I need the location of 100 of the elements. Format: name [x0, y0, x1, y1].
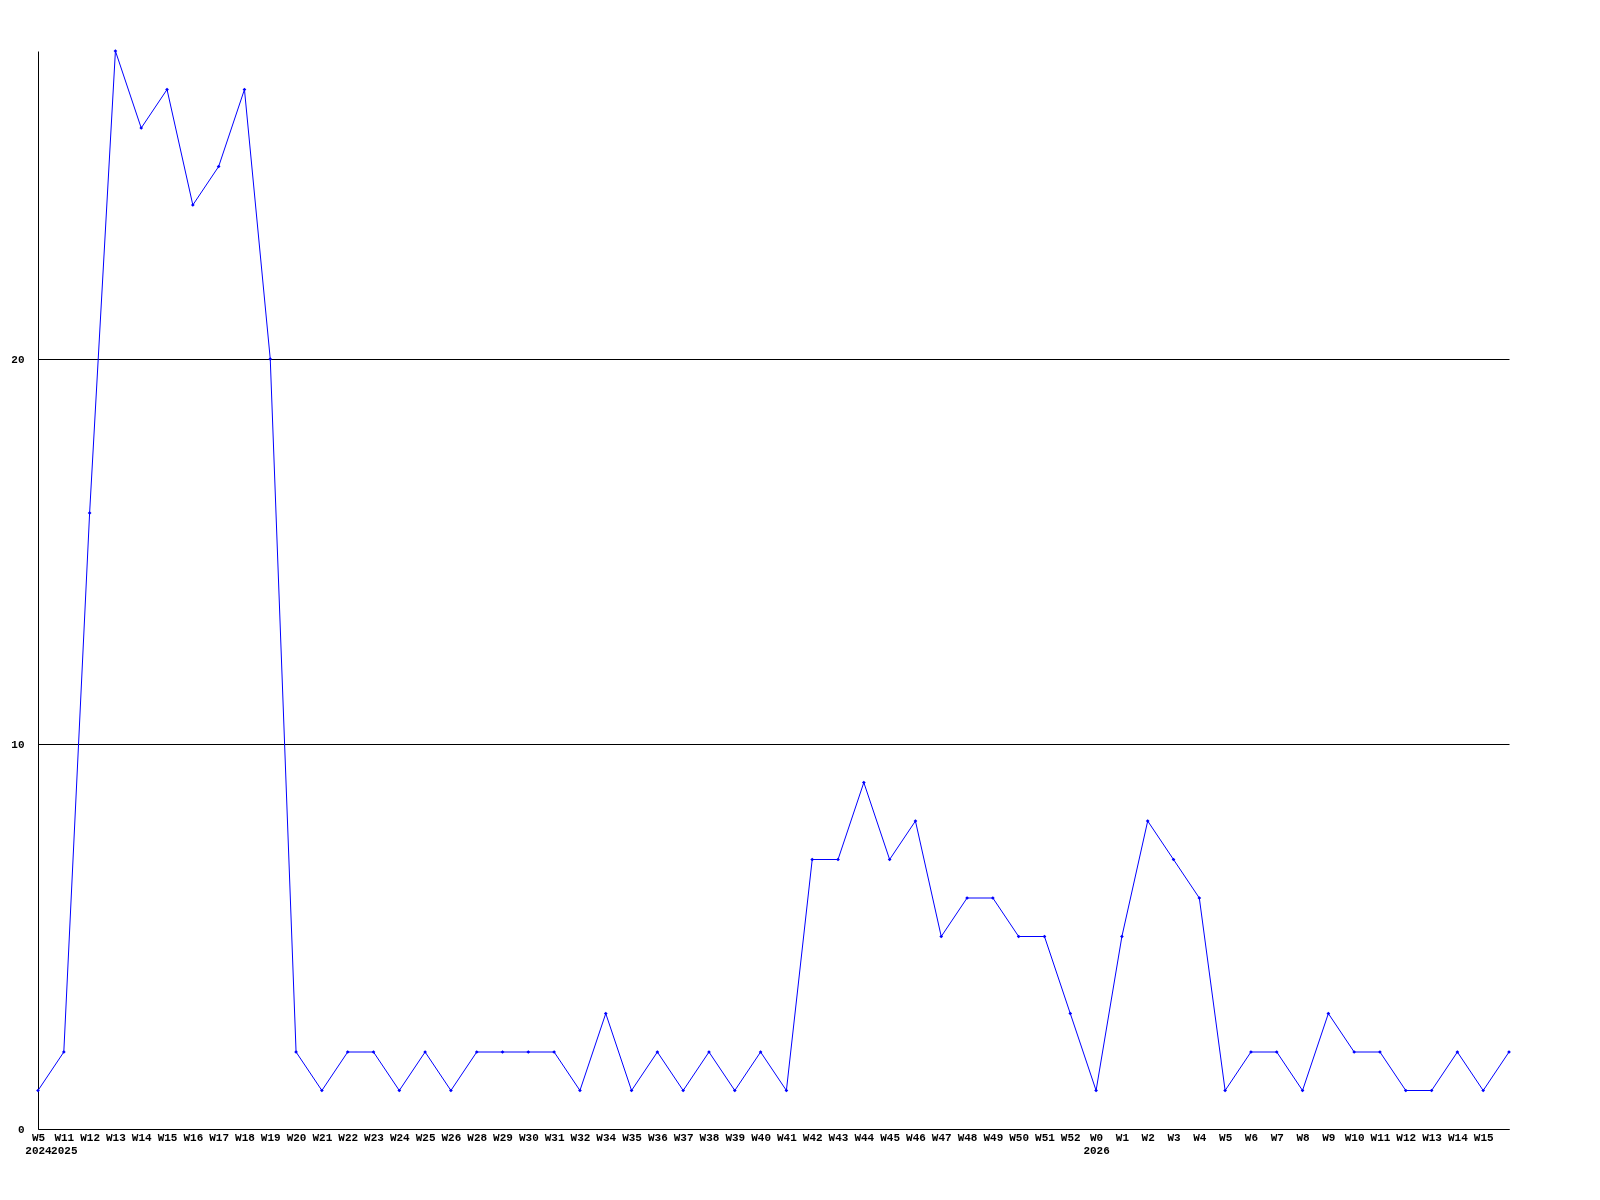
- point: [1016, 934, 1021, 939]
- point: [603, 1011, 608, 1016]
- point: [913, 819, 918, 823]
- point: [1197, 896, 1202, 900]
- y-tick-label: 0: [17, 1123, 25, 1136]
- x-tick-label: W9: [1322, 1131, 1336, 1144]
- point: [139, 126, 144, 130]
- point: [190, 203, 195, 207]
- x-tick-label: W37: [673, 1131, 694, 1144]
- x-tick-label: W30: [518, 1131, 539, 1144]
- x-tick-label: W44: [854, 1131, 875, 1144]
- x-tick-label: W10: [1344, 1131, 1365, 1144]
- point: [36, 1088, 40, 1093]
- x-tick-label: W21: [312, 1131, 333, 1144]
- point: [320, 1088, 324, 1093]
- x-tick-label: W32: [570, 1131, 591, 1144]
- point: [1352, 1050, 1357, 1054]
- x-tick-label: W48: [957, 1131, 978, 1144]
- x-tick-label: W49: [983, 1131, 1004, 1144]
- x-tick-label: W5 2024: [25, 1131, 53, 1157]
- x-tick-label: W17: [209, 1131, 230, 1144]
- x-tick-label: W51: [1035, 1131, 1056, 1144]
- x-tick-label: W18: [235, 1131, 256, 1144]
- point: [732, 1088, 737, 1093]
- x-tick-label: W25: [415, 1131, 436, 1144]
- x-tick-label: W43: [828, 1131, 849, 1144]
- x-tick-label: W12: [80, 1131, 101, 1144]
- x-tick-label: W16: [183, 1131, 204, 1144]
- point: [1274, 1050, 1279, 1054]
- y-tick-label: 20: [11, 353, 25, 366]
- x-tick-label: W12: [1396, 1131, 1417, 1144]
- x-tick-label: W5: [1219, 1131, 1233, 1144]
- x-tick-label: W13: [1422, 1131, 1443, 1144]
- point: [1223, 1088, 1227, 1093]
- point: [939, 934, 944, 939]
- x-tick-label: W47: [931, 1131, 952, 1144]
- point: [526, 1050, 531, 1054]
- point: [165, 87, 169, 92]
- point: [1094, 1088, 1098, 1093]
- x-tick-label: W14: [1447, 1131, 1469, 1144]
- point: [500, 1050, 505, 1054]
- x-tick-label: W52: [1060, 1131, 1081, 1144]
- x-tick-label: W3: [1167, 1131, 1182, 1144]
- x-tick-label: W11: [1370, 1131, 1391, 1144]
- point: [1145, 819, 1150, 823]
- x-tick-label: W1: [1115, 1131, 1130, 1144]
- point: [1068, 1011, 1073, 1016]
- x-tick-label: W7: [1270, 1131, 1284, 1144]
- x-tick-label: W26: [441, 1131, 462, 1144]
- x-tick-label: W0 2026: [1083, 1131, 1110, 1157]
- x-tick-label: W50: [1009, 1131, 1030, 1144]
- line-series: [36, 49, 1511, 1093]
- x-tick-label: W34: [596, 1131, 617, 1144]
- point: [887, 857, 892, 862]
- x-tick-label: W31: [544, 1131, 565, 1144]
- x-tick-label: W23: [364, 1131, 385, 1144]
- x-tick-label: W4: [1193, 1131, 1207, 1144]
- x-tick-label: W20: [286, 1131, 307, 1144]
- point: [474, 1050, 479, 1054]
- point: [268, 357, 273, 361]
- point: [1455, 1050, 1460, 1054]
- x-tick-label: W42: [802, 1131, 823, 1144]
- point: [681, 1088, 686, 1093]
- x-tick-label: W11 2025: [51, 1131, 78, 1157]
- point: [758, 1050, 763, 1054]
- y-tick-label: 10: [11, 738, 25, 751]
- x-tick-label: W29: [493, 1131, 513, 1144]
- x-tick-label: W28: [467, 1131, 488, 1144]
- x-tick-label: W24: [389, 1131, 411, 1144]
- point: [345, 1050, 350, 1054]
- x-tick-label: W40: [751, 1131, 771, 1144]
- point: [1481, 1088, 1486, 1093]
- x-tick-label: W45: [880, 1131, 901, 1144]
- point: [216, 164, 221, 169]
- point: [810, 857, 815, 862]
- point: [1403, 1088, 1408, 1093]
- x-tick-label: W35: [622, 1131, 643, 1144]
- x-tick-label: W6: [1244, 1131, 1259, 1144]
- point: [371, 1050, 376, 1054]
- x-tick-label: W39: [725, 1131, 746, 1144]
- point: [836, 857, 840, 862]
- point: [990, 896, 995, 900]
- point: [397, 1088, 402, 1093]
- point: [1120, 934, 1124, 939]
- x-tick-label: W8: [1296, 1131, 1311, 1144]
- x-tick-label: W22: [338, 1131, 359, 1144]
- point: [87, 511, 92, 515]
- x-tick-label: W2: [1141, 1131, 1155, 1144]
- point: [861, 780, 866, 785]
- x-tick-label: W13: [106, 1131, 127, 1144]
- point: [1326, 1011, 1331, 1016]
- point: [113, 49, 118, 53]
- x-tick-label: W36: [647, 1131, 668, 1144]
- x-tick-label: W15: [1473, 1131, 1494, 1144]
- point: [578, 1088, 582, 1093]
- x-tick-label: W46: [906, 1131, 926, 1144]
- x-tick-label: W41: [777, 1131, 798, 1144]
- point: [61, 1050, 66, 1054]
- x-tick-label: W15: [157, 1131, 178, 1144]
- x-tick-label: W19: [260, 1131, 281, 1144]
